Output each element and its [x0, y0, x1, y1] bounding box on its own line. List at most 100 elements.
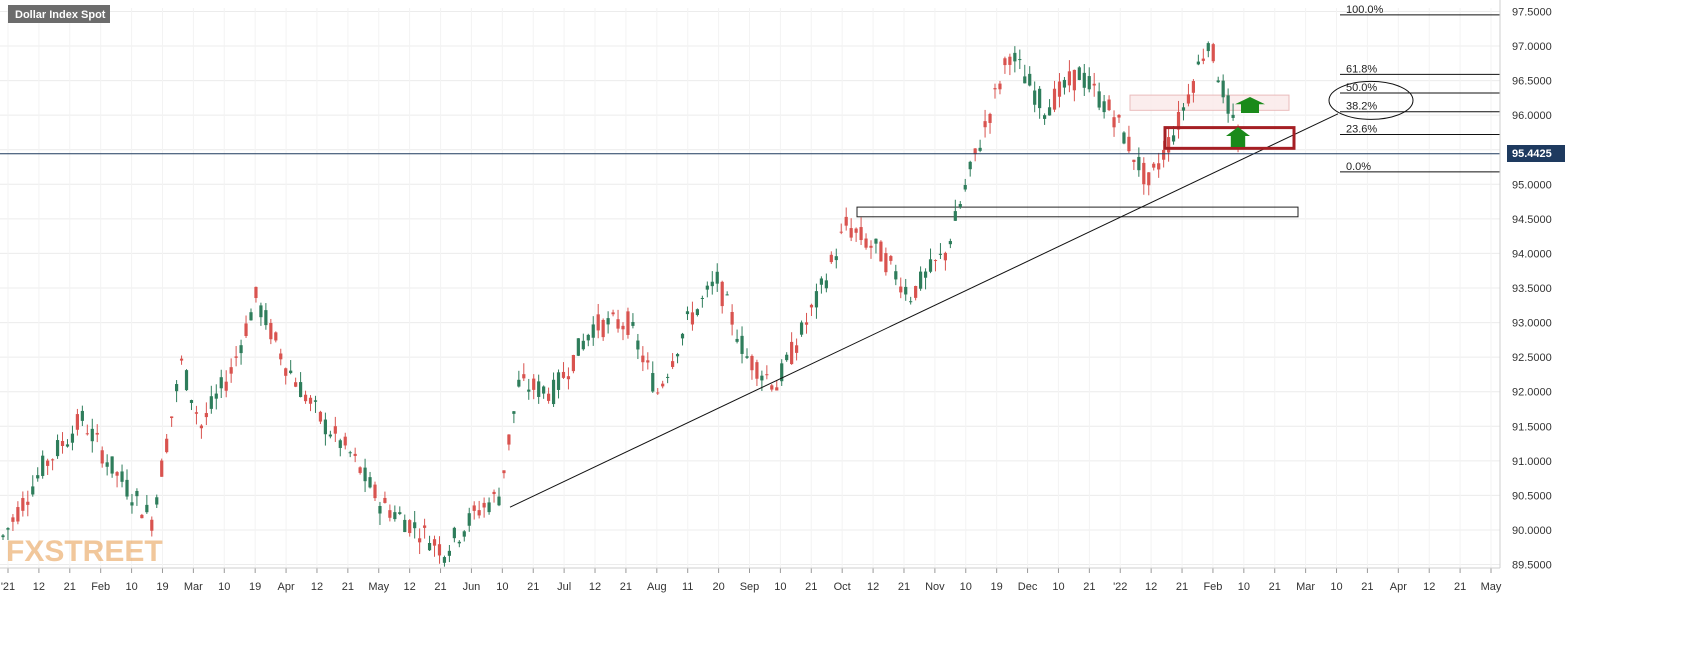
candle-body — [1097, 91, 1101, 108]
x-tick-label: 12 — [1145, 581, 1157, 593]
candle-body — [690, 312, 695, 325]
x-tick-label: Jul — [557, 581, 571, 593]
candle-body — [472, 505, 476, 511]
y-tick-label: 90.5000 — [1512, 490, 1552, 502]
candle-body — [849, 228, 853, 238]
candle-body — [487, 502, 491, 513]
candle-body — [591, 324, 595, 338]
candle-body — [95, 432, 99, 435]
y-tick-label: 93.5000 — [1512, 283, 1552, 295]
candle-body — [1092, 83, 1096, 86]
candle-body — [1052, 88, 1057, 110]
candle-body — [313, 400, 318, 402]
candle-body — [839, 231, 843, 233]
candle-body — [1147, 172, 1151, 186]
candle-body — [1142, 162, 1146, 185]
candle-body — [1191, 81, 1195, 93]
candle-body — [735, 338, 739, 342]
x-tick-label: Jun — [463, 581, 481, 593]
candle-body — [1132, 159, 1136, 162]
candle-body — [155, 497, 159, 505]
y-tick-label: 97.0000 — [1512, 41, 1552, 53]
candle-body — [1057, 81, 1062, 97]
x-tick-label: 10 — [1052, 581, 1064, 593]
x-tick-label: Apr — [278, 581, 295, 593]
candle-body — [502, 470, 506, 474]
x-tick-label: 12 — [33, 581, 45, 593]
current-price-tag-bg — [1507, 145, 1565, 162]
candle-body — [780, 363, 784, 382]
candle-body — [447, 550, 451, 556]
x-tick-label: 11 — [682, 581, 693, 593]
candle-body — [933, 260, 938, 262]
candle-body — [785, 354, 789, 361]
candle-body — [204, 413, 208, 418]
candle-body — [1082, 72, 1086, 88]
candle-body — [1117, 114, 1121, 118]
candle-body — [1137, 156, 1141, 171]
current-price-label: 95.4425 — [1512, 148, 1552, 160]
candle-body — [963, 185, 967, 190]
y-tick-label: 93.0000 — [1512, 318, 1552, 330]
candle-body — [919, 271, 923, 289]
up-arrow-lower — [1226, 127, 1250, 147]
candle-body — [973, 148, 977, 155]
candle-body — [586, 334, 590, 341]
candle-body — [403, 519, 407, 533]
candle-body — [373, 484, 377, 499]
candle-body — [561, 371, 566, 378]
x-tick-label: Sep — [740, 581, 760, 593]
x-tick-label: May — [1481, 581, 1502, 593]
candle-body — [680, 333, 685, 339]
candle-body — [958, 203, 962, 208]
candle-body — [1013, 52, 1017, 62]
candle-body — [100, 450, 104, 464]
candle-body — [675, 354, 680, 357]
candle-body — [21, 498, 25, 511]
y-tick-label: 90.0000 — [1512, 525, 1552, 537]
candle-body — [938, 253, 943, 255]
y-tick-label: 89.5000 — [1512, 560, 1552, 572]
candle-body — [145, 504, 149, 513]
candle-body — [551, 379, 556, 405]
x-tick-label: Oct — [834, 581, 851, 593]
candle-body — [1176, 111, 1181, 130]
candle-body — [398, 512, 402, 514]
candle-body — [998, 83, 1002, 90]
candle-body — [264, 310, 268, 326]
x-tick-label: 21 — [64, 581, 76, 593]
candle-body — [581, 340, 585, 350]
fib-level-label: 61.8% — [1346, 63, 1377, 75]
candle-body — [135, 490, 139, 497]
candle-body — [308, 397, 313, 404]
candle-body — [750, 355, 754, 371]
candle-body — [899, 286, 903, 293]
candle-body — [11, 517, 15, 522]
candle-body — [532, 378, 536, 390]
chart-title: Dollar Index Spot — [15, 9, 106, 21]
candle-body — [636, 340, 640, 350]
candle-body — [1152, 163, 1156, 168]
candle-body — [829, 254, 833, 263]
candle-body — [269, 322, 273, 340]
candle-body — [914, 286, 918, 298]
candle-body — [795, 345, 799, 353]
x-tick-label: 10 — [496, 581, 508, 593]
candle-body — [209, 396, 213, 409]
candle-body — [1067, 71, 1071, 86]
candle-body — [988, 113, 992, 123]
candle-body — [150, 519, 154, 531]
candle-body — [1226, 95, 1230, 114]
candle-body — [115, 472, 119, 476]
x-tick-label: 12 — [311, 581, 323, 593]
candle-body — [1077, 67, 1081, 80]
candle-body — [1211, 44, 1215, 62]
candle-body — [1181, 107, 1186, 111]
candle-body — [760, 375, 764, 381]
candle-body — [1221, 80, 1225, 98]
candle-body — [120, 471, 124, 482]
candle-body — [462, 531, 466, 537]
candle-body — [556, 372, 561, 390]
